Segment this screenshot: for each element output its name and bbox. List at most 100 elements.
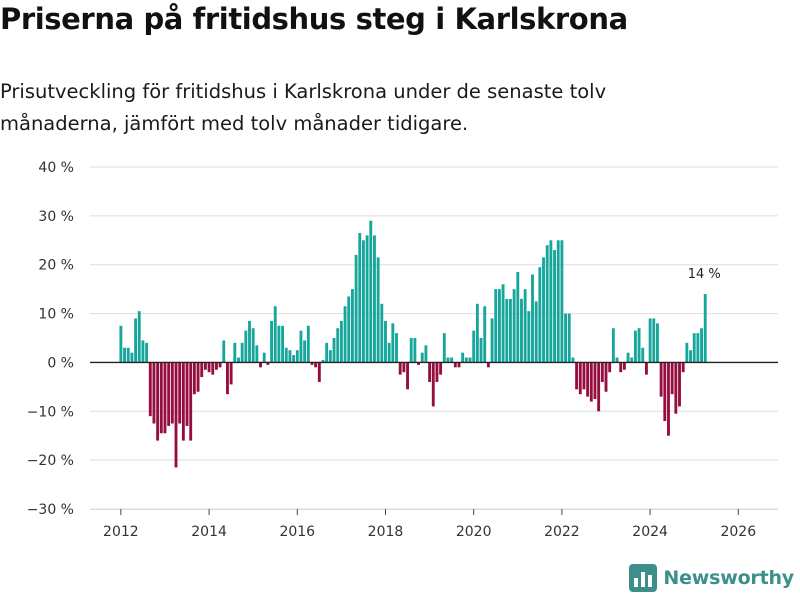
bar-chart-logo-icon xyxy=(629,564,658,592)
x-tick-label: 2014 xyxy=(191,524,227,540)
bar xyxy=(270,320,273,363)
bar xyxy=(237,357,240,363)
bar xyxy=(284,347,288,363)
x-tick-label: 2026 xyxy=(720,524,756,540)
bar xyxy=(251,328,255,363)
bar xyxy=(505,298,509,363)
bar xyxy=(556,240,560,363)
x-tick-label: 2020 xyxy=(456,524,492,540)
y-axis-labels: −30 % −20 % −10 % 0 % 10 % 20 % 30 % 40 % xyxy=(27,160,74,518)
x-axis: 2012 2014 2016 2018 2020 2022 2024 2026 xyxy=(90,509,778,540)
y-tick-label: −10 % xyxy=(27,404,74,420)
bar xyxy=(692,333,696,363)
bar xyxy=(281,325,285,363)
bar xyxy=(553,250,556,363)
bar xyxy=(593,362,597,400)
bar xyxy=(152,362,156,424)
bar xyxy=(310,362,314,365)
bar xyxy=(678,362,681,407)
bar xyxy=(295,350,299,363)
y-tick-label: 20 % xyxy=(38,258,74,274)
bar xyxy=(299,330,303,363)
bar xyxy=(288,350,292,363)
bar xyxy=(516,272,520,363)
bar xyxy=(380,303,384,363)
bar xyxy=(343,306,347,363)
bar xyxy=(626,352,630,363)
bar xyxy=(409,338,413,363)
y-tick-label: −20 % xyxy=(27,453,74,469)
bar xyxy=(497,289,501,363)
bar xyxy=(134,318,138,363)
bar xyxy=(156,362,160,441)
bar xyxy=(303,340,307,363)
bar xyxy=(181,362,185,441)
bar xyxy=(703,294,707,363)
bar xyxy=(214,362,218,370)
bar xyxy=(314,362,318,368)
bar xyxy=(689,350,692,363)
bar xyxy=(578,362,582,395)
bar xyxy=(457,362,461,368)
bar xyxy=(141,340,145,363)
bar xyxy=(347,296,351,363)
bar xyxy=(597,362,601,412)
bar xyxy=(523,289,527,363)
bar xyxy=(490,318,494,363)
bar xyxy=(611,328,615,363)
bar xyxy=(483,306,487,363)
bar xyxy=(145,342,149,363)
bar xyxy=(189,362,193,441)
bar xyxy=(479,338,483,363)
bar xyxy=(439,362,443,375)
bar xyxy=(306,325,310,363)
bar xyxy=(373,235,376,363)
bar xyxy=(119,325,123,363)
bar xyxy=(468,357,472,363)
bar xyxy=(659,362,663,397)
last-value-label: 14 % xyxy=(688,267,721,282)
grid-lines xyxy=(90,166,778,510)
bar xyxy=(571,357,575,363)
bar xyxy=(336,328,340,363)
bar xyxy=(130,352,134,363)
bar xyxy=(619,362,623,373)
bar xyxy=(218,362,222,368)
bar xyxy=(259,362,262,368)
bar xyxy=(332,338,336,363)
bar xyxy=(630,357,634,363)
bar xyxy=(248,320,251,363)
bar xyxy=(391,323,395,363)
bar xyxy=(148,362,152,417)
bar xyxy=(325,342,329,363)
bar xyxy=(321,359,325,363)
y-tick-label: 30 % xyxy=(38,209,74,225)
bar xyxy=(589,362,593,402)
bar xyxy=(170,362,174,424)
bar xyxy=(644,362,648,375)
bar xyxy=(652,318,656,363)
bar xyxy=(453,362,457,368)
bar xyxy=(531,274,534,363)
bar xyxy=(667,362,670,436)
x-tick-label: 2018 xyxy=(368,524,404,540)
bar xyxy=(472,330,476,363)
bar xyxy=(446,357,450,363)
bar xyxy=(512,289,516,363)
bar xyxy=(538,267,542,363)
bar xyxy=(211,362,215,375)
bar xyxy=(406,362,409,390)
bar xyxy=(509,298,512,363)
bar xyxy=(185,362,189,426)
bar xyxy=(681,362,685,373)
bar xyxy=(417,362,420,365)
bar xyxy=(123,347,126,363)
bar xyxy=(277,325,281,363)
bar xyxy=(362,240,365,363)
bar xyxy=(641,347,645,363)
bar xyxy=(384,320,387,363)
bar xyxy=(358,232,362,363)
bar xyxy=(420,352,424,363)
bar xyxy=(461,352,465,363)
brand-name: Newsworthy xyxy=(663,567,794,589)
